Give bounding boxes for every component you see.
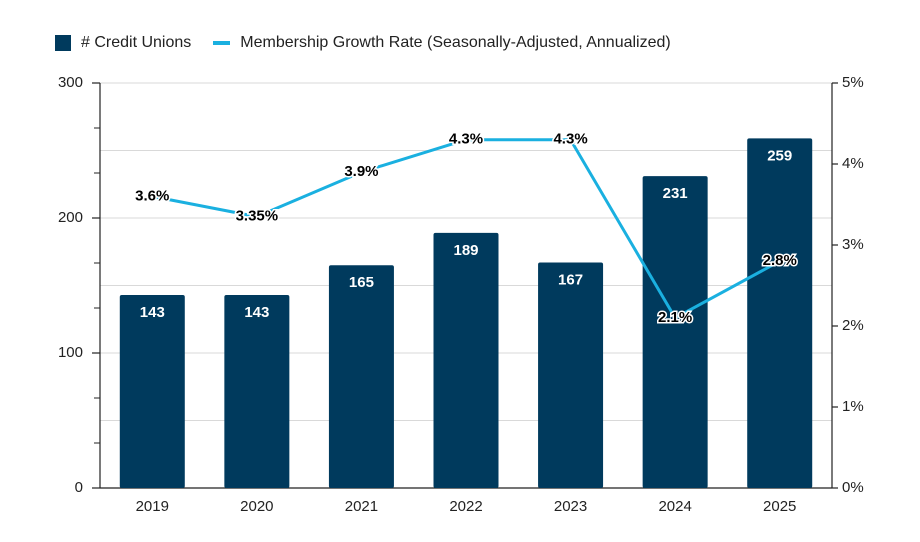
y-axis-right-tick-label: 3% — [842, 236, 864, 253]
bar-label: 259 — [767, 147, 792, 164]
x-axis-tick-label: 2020 — [240, 498, 273, 515]
bar — [747, 138, 813, 488]
growth-rate-point — [569, 138, 573, 142]
y-axis-right-tick-label: 1% — [842, 398, 864, 415]
growth-rate-label: 2.1% — [658, 309, 692, 326]
bar — [119, 294, 185, 488]
bar — [224, 294, 290, 488]
growth-rate-label: 4.3% — [449, 131, 483, 148]
legend-item-credit-unions: # Credit Unions — [55, 34, 191, 52]
legend-label-credit-unions: # Credit Unions — [81, 34, 192, 51]
y-axis-right-tick-label: 4% — [842, 155, 864, 172]
growth-rate-point — [255, 215, 259, 219]
bar — [433, 232, 499, 488]
y-axis-left-tick-label: 100 — [58, 344, 83, 361]
bar-label: 231 — [663, 185, 688, 202]
y-axis-left-tick-label: 200 — [58, 209, 83, 226]
bar-label: 165 — [349, 274, 374, 291]
x-axis-tick-label: 2024 — [658, 498, 691, 515]
y-axis-right-tick-label: 5% — [842, 74, 864, 91]
growth-rate-label: 3.6% — [135, 187, 169, 204]
legend-swatch-bar — [55, 35, 71, 51]
y-axis-left-tick-label: 300 — [58, 74, 83, 91]
bar-label: 167 — [558, 272, 583, 289]
growth-rate-label: 3.35% — [236, 208, 279, 225]
growth-rate-point — [673, 316, 677, 320]
x-axis-tick-label: 2022 — [449, 498, 482, 515]
bar-label: 143 — [140, 304, 165, 321]
growth-rate-label: 4.3% — [553, 131, 587, 148]
growth-rate-label: 2.8% — [763, 252, 797, 269]
bar — [538, 262, 604, 488]
x-axis-tick-label: 2023 — [554, 498, 587, 515]
x-axis-tick-label: 2019 — [136, 498, 169, 515]
growth-rate-point — [464, 138, 468, 142]
legend-item-growth-rate: Membership Growth Rate (Seasonally-Adjus… — [213, 34, 671, 52]
bar-label: 189 — [453, 242, 478, 259]
y-axis-right-tick-label: 0% — [842, 479, 864, 496]
legend-swatch-line — [213, 41, 231, 45]
growth-rate-point — [359, 170, 363, 174]
x-axis-tick-label: 2021 — [345, 498, 378, 515]
growth-rate-label: 3.9% — [344, 163, 378, 180]
legend-label-growth-rate: Membership Growth Rate (Seasonally-Adjus… — [240, 34, 671, 51]
y-axis-left-tick-label: 0 — [75, 479, 83, 496]
bar-label: 143 — [244, 304, 269, 321]
bar — [328, 265, 394, 488]
growth-rate-point — [150, 194, 154, 198]
growth-rate-point — [778, 259, 782, 263]
y-axis-right-tick-label: 2% — [842, 317, 864, 334]
x-axis-tick-label: 2025 — [763, 498, 796, 515]
bar — [642, 176, 708, 488]
legend: # Credit Unions Membership Growth Rate (… — [55, 34, 693, 52]
